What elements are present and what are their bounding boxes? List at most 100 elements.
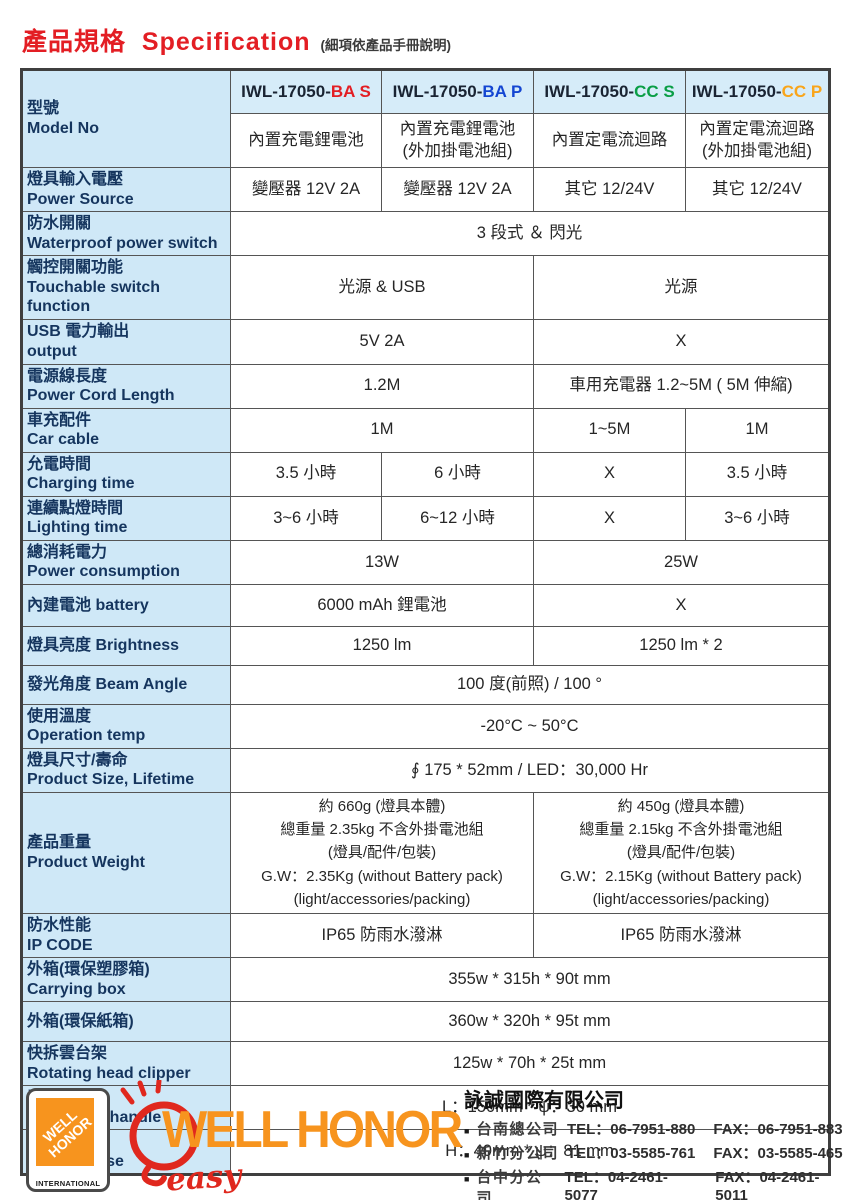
office-line: ■ 新竹分公司 TEL：03-5585-761 FAX：03-5585-465 — [464, 1142, 848, 1163]
spec-cell: 13W — [230, 539, 534, 585]
model-suffix: BA P — [482, 82, 523, 101]
page-title-text: 產品規格 Specification — [22, 22, 311, 58]
row-carrying-box: 外箱(環保塑膠箱) Carrying box 355w * 315h * 90t… — [21, 957, 830, 1003]
spec-cell: H：40mm * ψ：81 mm — [230, 1129, 830, 1176]
bullet-icon: ■ — [464, 1150, 470, 1160]
row-label: 燈具尺寸/壽命 Product Size, Lifetime — [21, 747, 231, 793]
model-suffix: BA S — [330, 82, 371, 101]
row-label: 連續點燈時間 Lighting time — [21, 495, 231, 541]
branch-fax: FAX：04-2461-5011 — [715, 1169, 820, 1200]
row-label: 電源線長度 Power Cord Length — [21, 363, 231, 409]
row-label: 快拆雲台架 Rotating head clipper — [21, 1041, 231, 1087]
spec-cell: IP65 防雨水潑淋 — [533, 913, 830, 959]
well-honor-stamp-logo: WELL HONOR INTERNATIONAL — [26, 1088, 110, 1192]
title-en: Specification — [141, 28, 311, 56]
model-ba-p: IWL-17050-BA P — [381, 69, 534, 114]
model-suffix: CC S — [634, 82, 675, 101]
spec-cell: 6 小時 — [381, 451, 534, 497]
row-battery: 內建電池 battery 6000 mAh 鋰電池 X — [21, 583, 830, 627]
model-no-label: 型號 Model No — [21, 69, 231, 168]
model-prefix: IWL-17050- — [691, 82, 782, 101]
row-touch-switch: 觸控開關功能 Touchable switch function 光源 & US… — [21, 255, 830, 320]
row-power-cord: 電源線長度 Power Cord Length 1.2M 車用充電器 1.2~5… — [21, 363, 830, 409]
branch-fax: FAX：03-5585-465 — [713, 1145, 843, 1162]
row-label: 允電時間 Charging time — [21, 451, 231, 497]
spec-cell: 光源 — [533, 255, 830, 320]
model-type-cell: 內置定電流迴路 (外加掛電池組) — [685, 113, 830, 168]
bullet-icon: ■ — [464, 1126, 470, 1136]
spec-cell: 變壓器 12V 2A — [230, 166, 382, 213]
spec-cell: 其它 12/24V — [685, 166, 830, 213]
row-operation-temp: 使用溫度 Operation temp -20°C ~ 50°C — [21, 703, 830, 749]
spec-cell: 25W — [533, 539, 830, 585]
spec-cell: 100 度(前照) / 100 ° — [230, 664, 830, 705]
footer: WELL HONOR INTERNATIONAL WELL HONOR easy — [0, 1078, 848, 1200]
row-ip-code: 防水性能 IP CODE IP65 防雨水潑淋 IP65 防雨水潑淋 — [21, 913, 830, 959]
spec-cell: 3 段式 ＆ 閃光 — [230, 211, 830, 257]
spec-cell: 1250 lm — [230, 625, 534, 666]
row-beam-angle: 發光角度 Beam Angle 100 度(前照) / 100 ° — [21, 664, 830, 705]
model-type-cell: 內置充電鋰電池 (外加掛電池組) — [381, 113, 534, 168]
row-label: 觸控開關功能 Touchable switch function — [21, 255, 231, 320]
row-label: 外箱(環保紙箱) — [21, 1001, 231, 1043]
row-waterproof-switch: 防水開關 Waterproof power switch 3 段式 ＆ 閃光 — [21, 211, 830, 257]
spec-cell: X — [533, 451, 686, 497]
row-size-lifetime: 燈具尺寸/壽命 Product Size, Lifetime ∮ 175 * 5… — [21, 747, 830, 793]
well-honor-brand-logo: WELL HONOR easy — [118, 1078, 463, 1199]
spec-cell: 1250 lm * 2 — [533, 625, 830, 666]
spec-cell: X — [533, 495, 686, 541]
spec-cell: 3~6 小時 — [230, 495, 382, 541]
brand-tagline: easy — [164, 1157, 243, 1199]
branch-fax: FAX：06-7951-883 — [713, 1121, 843, 1138]
branch-name: 新竹分公司 — [476, 1145, 559, 1162]
company-info: 詠誠國際有限公司 ■ 台南總公司 TEL：06-7951-880 FAX：06-… — [464, 1084, 848, 1200]
spec-cell: -20°C ~ 50°C — [230, 703, 830, 749]
row-label: 防水性能 IP CODE — [21, 913, 231, 959]
branch-tel: TEL：06-7951-880 — [566, 1121, 696, 1138]
row-label: 產品重量 Product Weight — [21, 791, 231, 915]
spec-cell: 約 660g (燈具本體) 總重量 2.35kg 不含外掛電池組 (燈具/配件/… — [230, 791, 534, 915]
title-zh: 產品規格 — [22, 28, 127, 56]
model-suffix: CC P — [781, 82, 823, 101]
model-number-row: 型號 Model No IWL-17050-BA S IWL-17050-BA … — [21, 69, 830, 168]
row-power-consumption: 總消耗電力 Power consumption 13W 25W — [21, 539, 830, 585]
lightbulb-icon — [120, 1080, 199, 1187]
title-note: (細項依產品手冊說明) — [320, 38, 452, 53]
spec-cell: 3.5 小時 — [230, 451, 382, 497]
specification-table: 型號 Model No IWL-17050-BA S IWL-17050-BA … — [20, 68, 831, 1177]
stamp-international: INTERNATIONAL — [35, 1179, 101, 1188]
bullet-icon: ■ — [464, 1174, 470, 1184]
spec-cell: X — [533, 318, 830, 365]
stamp-text: WELL HONOR — [36, 1104, 95, 1161]
row-product-weight: 產品重量 Product Weight 約 660g (燈具本體) 總重量 2.… — [21, 791, 830, 915]
spec-cell: 3.5 小時 — [685, 451, 830, 497]
spec-cell: 1~5M — [533, 407, 686, 453]
spec-cell: 1.2M — [230, 363, 534, 409]
spec-cell: IP65 防雨水潑淋 — [230, 913, 534, 959]
branch-tel: TEL：03-5585-761 — [566, 1145, 696, 1162]
branch-name: 台南總公司 — [476, 1121, 559, 1138]
spec-cell: 5V 2A — [230, 318, 534, 365]
row-label: 防水開關 Waterproof power switch — [21, 211, 231, 257]
spec-cell: 1M — [685, 407, 830, 453]
row-brightness: 燈具亮度 Brightness 1250 lm 1250 lm * 2 — [21, 625, 830, 666]
branch-name: 台中分公司 — [476, 1169, 543, 1200]
company-name: 詠誠國際有限公司 — [464, 1090, 624, 1112]
row-label: 使用溫度 Operation temp — [21, 703, 231, 749]
model-prefix: IWL-17050- — [392, 82, 483, 101]
row-car-cable: 車充配件 Car cable 1M 1~5M 1M — [21, 407, 830, 453]
row-charging-time: 允電時間 Charging time 3.5 小時 6 小時 X 3.5 小時 — [21, 451, 830, 497]
spec-cell: 6000 mAh 鋰電池 — [230, 583, 534, 627]
stamp-orange-square: WELL HONOR — [36, 1098, 94, 1166]
row-label: 燈具輸入電壓 Power Source — [21, 166, 231, 213]
page-title: 產品規格 Specification (細項依產品手冊說明) — [0, 0, 848, 68]
row-label: 燈具亮度 Brightness — [21, 625, 231, 666]
spec-cell: 3~6 小時 — [685, 495, 830, 541]
row-label: 外箱(環保塑膠箱) Carrying box — [21, 957, 231, 1003]
row-carton-box: 外箱(環保紙箱) 360w * 320h * 95t mm — [21, 1001, 830, 1043]
spec-cell: 光源 & USB — [230, 255, 534, 320]
spec-cell: L：150mm * ψ：30 mm — [230, 1085, 830, 1131]
row-label: 總消耗電力 Power consumption — [21, 539, 231, 585]
spec-cell: 360w * 320h * 95t mm — [230, 1001, 830, 1043]
